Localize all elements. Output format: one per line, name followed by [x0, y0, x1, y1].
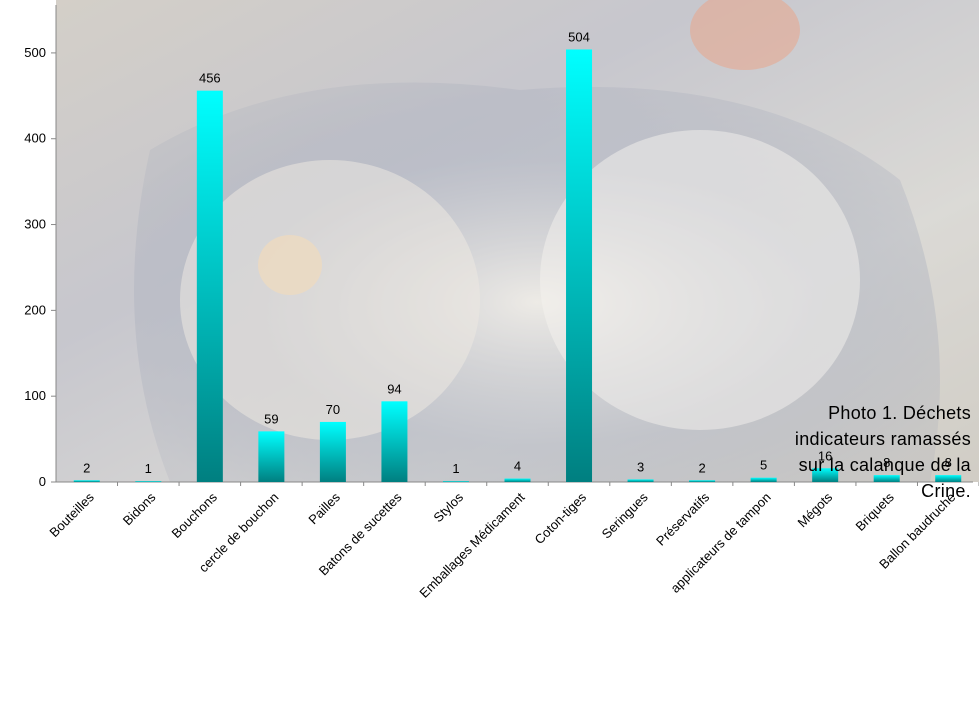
x-category-label: Coton-tiges	[532, 489, 590, 547]
data-labels: 2 1 456 59 70 94 1 4 504 3 2 5 16 8 8	[83, 29, 952, 476]
bar	[258, 431, 285, 482]
y-tick-label: 300	[24, 217, 46, 232]
bar-value-label: 70	[326, 402, 340, 417]
bar	[319, 421, 346, 482]
bar-value-label: 1	[145, 461, 152, 476]
bar-value-label: 94	[387, 381, 401, 396]
bar-value-label: 2	[83, 460, 90, 475]
bar	[135, 481, 162, 482]
bar	[566, 49, 593, 482]
caption-line: sur la calanque de la	[798, 455, 971, 475]
bar-value-label: 59	[264, 411, 278, 426]
x-category-label: Bouchons	[168, 489, 220, 541]
bar-value-label: 1	[452, 461, 459, 476]
x-category-label: Emballages Médicament	[416, 489, 528, 601]
x-category-label: Seringues	[599, 489, 651, 541]
bar	[504, 478, 531, 482]
x-category-label: Bouteilles	[46, 489, 97, 540]
bar	[627, 479, 654, 482]
bar	[812, 468, 839, 482]
y-tick-label: 500	[24, 45, 46, 60]
bar-series	[73, 49, 962, 482]
bar	[750, 477, 777, 482]
bar-value-label: 4	[514, 459, 521, 474]
bar-value-label: 8	[945, 455, 952, 470]
x-category-label: Préservatifs	[653, 489, 712, 548]
bar	[381, 401, 408, 482]
bar-value-label: 16	[818, 448, 832, 463]
y-tick-label: 400	[24, 131, 46, 146]
bar-value-label: 3	[637, 459, 644, 474]
bar	[442, 481, 469, 482]
x-category-label: Stylos	[430, 489, 466, 525]
y-tick-label: 100	[24, 388, 46, 403]
bar-value-label: 2	[698, 460, 705, 475]
bar	[873, 475, 900, 482]
caption-line: Crine.	[921, 481, 971, 501]
y-tick-label: 200	[24, 302, 46, 317]
caption-line: indicateurs ramassés	[794, 429, 971, 449]
x-category-label: Bidons	[120, 489, 159, 528]
bar	[73, 480, 100, 482]
bar-value-label: 8	[883, 455, 890, 470]
caption-line: Photo 1. Déchets	[828, 403, 971, 423]
bar-value-label: 456	[199, 71, 221, 86]
y-tick-label: 0	[39, 474, 46, 489]
bar-value-label: 504	[568, 29, 590, 44]
bar	[689, 480, 716, 482]
x-category-label: applicateurs de tampon	[668, 490, 774, 596]
bar-value-label: 5	[760, 458, 767, 473]
x-category-label: Pailles	[305, 489, 343, 527]
y-axis-ticks: 0 100 200 300 400 500	[24, 45, 56, 489]
photo-caption: Photo 1. Déchets indicateurs ramassés su…	[741, 400, 971, 504]
bar	[196, 90, 223, 482]
bar	[935, 475, 962, 482]
background-photo	[56, 0, 979, 482]
